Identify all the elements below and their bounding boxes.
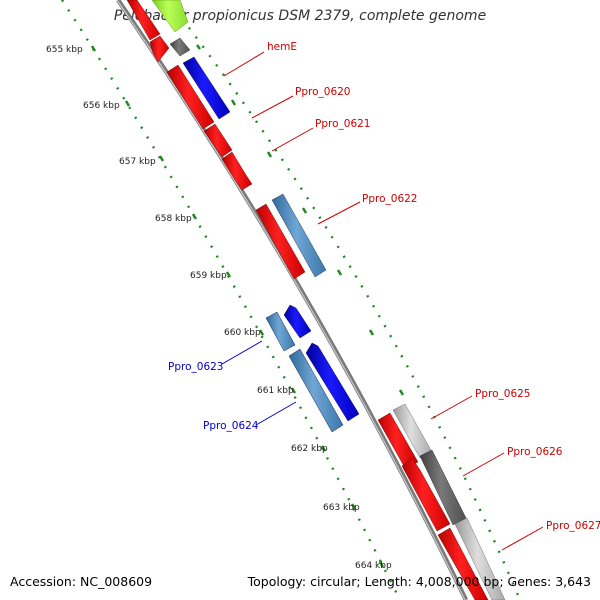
leader-line <box>221 340 263 365</box>
gene-feature[interactable] <box>305 342 360 422</box>
gene-label-hemE[interactable]: hemE <box>267 41 297 53</box>
kbp-label: 663 kbp <box>323 503 360 513</box>
gene-label-ppro-0627[interactable]: Ppro_0627 <box>546 520 600 532</box>
gene-feature[interactable] <box>377 412 419 469</box>
kbp-label: 657 kbp <box>119 157 156 167</box>
genome-backbone <box>116 0 469 600</box>
gene-feature[interactable] <box>454 517 506 600</box>
gene-label-ppro-0626[interactable]: Ppro_0626 <box>507 446 563 458</box>
kbp-label: 660 kbp <box>224 328 261 338</box>
gene-feature[interactable] <box>203 123 233 158</box>
gene-feature[interactable] <box>271 193 327 278</box>
kbp-label: 658 kbp <box>155 214 192 224</box>
gene-label-ppro-0624[interactable]: Ppro_0624 <box>203 420 259 432</box>
gene-label-ppro-0621[interactable]: Ppro_0621 <box>315 118 370 130</box>
gene-label-ppro-0623[interactable]: Ppro_0623 <box>168 361 223 373</box>
gene-feature[interactable] <box>283 304 312 339</box>
gene-feature[interactable] <box>288 348 344 433</box>
leader-line <box>223 51 265 77</box>
leader-line <box>271 127 314 152</box>
gene-feature[interactable] <box>221 151 253 191</box>
kbp-label: 655 kbp <box>46 45 83 55</box>
gene-feature[interactable] <box>401 457 451 532</box>
leader-line <box>501 526 544 551</box>
gene-label-ppro-0620[interactable]: Ppro_0620 <box>295 86 350 98</box>
accession-text: Accession: NC_008609 <box>10 574 153 589</box>
map-title: Pelobacter propionicus DSM 2379, complet… <box>113 8 487 24</box>
gene-feature[interactable] <box>182 56 231 120</box>
kbp-label: 656 kbp <box>83 101 120 111</box>
gene-feature[interactable] <box>149 35 170 63</box>
gene-feature[interactable] <box>126 0 161 41</box>
gene-feature[interactable] <box>255 203 306 280</box>
kbp-label: 661 kbp <box>257 386 294 396</box>
kbp-label: 662 kbp <box>291 444 328 454</box>
kbp-label: 664 kbp <box>355 561 392 571</box>
gene-feature[interactable] <box>265 311 296 352</box>
leader-line <box>430 395 473 420</box>
gene-feature[interactable] <box>169 37 191 57</box>
gene-feature[interactable] <box>437 527 489 600</box>
gene-feature[interactable] <box>151 0 189 33</box>
gene-label-ppro-0622[interactable]: Ppro_0622 <box>362 193 417 205</box>
gene-label-ppro-0625[interactable]: Ppro_0625 <box>475 388 530 400</box>
inner-ruler-ticks <box>90 45 385 568</box>
leader-line <box>255 401 297 426</box>
kbp-label: 659 kbp <box>190 271 227 281</box>
genome-summary-text: Topology: circular; Length: 4,008,000 bp… <box>247 574 591 589</box>
leader-line <box>317 201 361 225</box>
gene-feature[interactable] <box>419 449 467 526</box>
leader-line <box>462 452 505 477</box>
leader-line <box>251 95 294 119</box>
gene-feature[interactable] <box>166 64 215 130</box>
